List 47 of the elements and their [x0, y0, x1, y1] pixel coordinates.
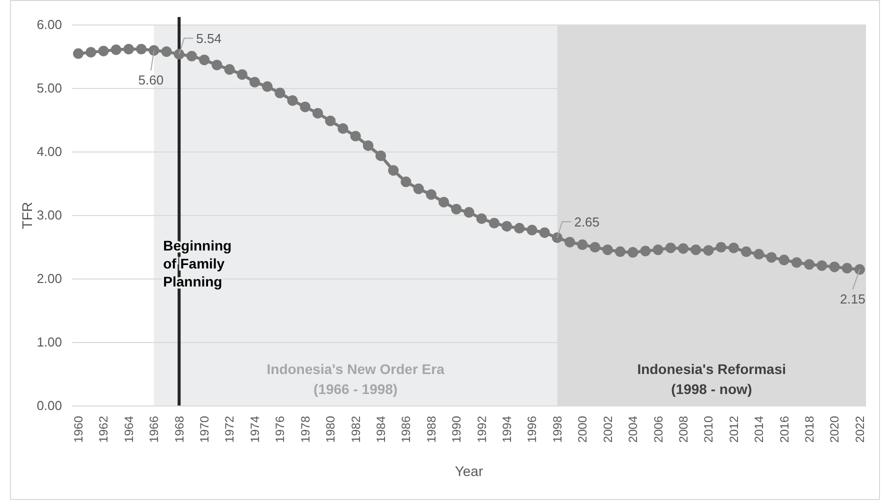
- x-tick-label: 2008: [676, 416, 690, 443]
- y-tick-label: 4.00: [36, 144, 62, 160]
- y-tick-label: 6.00: [36, 17, 62, 32]
- x-tick-label: 2018: [802, 416, 816, 443]
- x-tick-label: 1974: [248, 416, 262, 443]
- x-tick-label: 2016: [777, 416, 792, 443]
- x-tick-label: 1992: [474, 416, 489, 443]
- x-tick-label: 1966: [147, 416, 162, 443]
- x-tick-label: 2002: [600, 416, 615, 443]
- y-tick-label: 0.00: [36, 398, 62, 414]
- data-label: 5.60: [138, 72, 164, 88]
- x-tick-label: 1986: [399, 416, 414, 443]
- data-label: 2.65: [574, 214, 600, 230]
- x-tick-label: 1976: [273, 416, 288, 443]
- y-tick-label: 5.00: [36, 80, 62, 96]
- x-tick-label: 1972: [222, 416, 237, 443]
- x-tick-label: 1996: [525, 416, 540, 443]
- y-tick-label: 2.00: [36, 271, 62, 286]
- x-tick-label: 1970: [198, 416, 212, 443]
- y-tick-label: 1.00: [36, 334, 62, 350]
- x-tick-label: 1978: [298, 416, 312, 443]
- x-tick-label: 1998: [550, 416, 564, 443]
- x-tick-label: 2014: [752, 416, 766, 443]
- x-tick-label: 2006: [651, 416, 666, 443]
- x-tick-label: 2012: [726, 416, 741, 443]
- x-tick-label: 2020: [828, 416, 842, 443]
- x-tick-label: 1988: [424, 416, 438, 443]
- band-label: Indonesia's Reformasi (1998 - now): [637, 361, 786, 397]
- x-tick-label: 1968: [172, 416, 186, 443]
- x-tick-label: 1960: [72, 416, 86, 443]
- x-tick-label: 1994: [500, 416, 514, 443]
- x-tick-label: 1984: [374, 416, 388, 443]
- x-tick-label: 2000: [576, 416, 590, 443]
- x-tick-label: 1990: [450, 416, 464, 443]
- data-label: 2.15: [840, 291, 866, 306]
- x-tick-label: 2010: [702, 416, 716, 443]
- y-tick-label: 3.00: [36, 208, 62, 223]
- x-tick-label: 1980: [324, 416, 338, 443]
- x-axis-title: Year: [454, 463, 484, 479]
- y-axis-title: TFR: [19, 202, 35, 230]
- x-tick-label: 2004: [626, 416, 640, 443]
- x-tick-label: 1982: [348, 416, 363, 443]
- x-tick-label: 1962: [96, 416, 111, 443]
- x-tick-label: 2022: [852, 416, 867, 443]
- band-label: Indonesia's New Order Era (1966 - 1998): [266, 361, 445, 397]
- data-label: 5.54: [196, 31, 222, 46]
- x-tick-label: 1964: [122, 416, 136, 443]
